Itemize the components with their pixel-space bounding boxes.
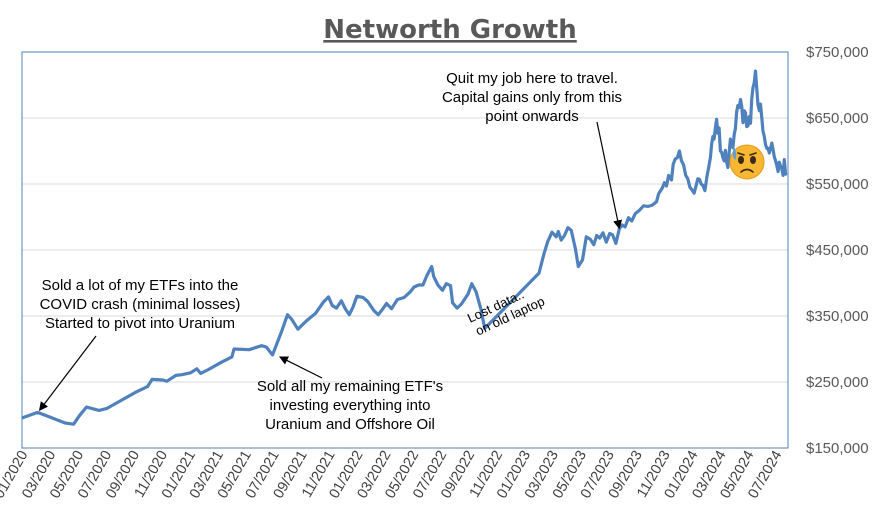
annotation: Sold all my remaining ETF's investing eve… [257, 356, 443, 433]
worried-face-emoji [729, 144, 765, 180]
y-tick-label: $650,000 [806, 110, 869, 127]
annotation: Quit my job here to travel. Capital gains… [442, 70, 623, 230]
annotation-arrow [38, 335, 97, 412]
annotation-lost-data: Lost data..on old laptop [465, 286, 547, 338]
series-layer [21, 69, 788, 426]
annotation-line: Quit my job here to travel. [446, 70, 618, 87]
chart-title: Networth Growth [323, 15, 577, 45]
annotations: Sold a lot of my ETFs into the COVID cras… [38, 70, 623, 433]
annotation-line: Started to pivot into Uranium [45, 315, 235, 332]
series-line [21, 69, 788, 426]
annotation-line: Uranium and Offshore Oil [265, 416, 435, 433]
y-tick-label: $550,000 [806, 176, 869, 193]
annotation: Sold a lot of my ETFs into the COVID cras… [38, 277, 241, 412]
y-axis-ticks: $750,000 $650,000 $550,000 $450,000 $350,000… [806, 44, 869, 457]
annotation-line: COVID crash (minimal losses) [40, 296, 241, 313]
y-tick-label: $250,000 [806, 374, 869, 391]
x-axis-ticks: 01/202003/202005/202007/202009/202011/20… [0, 448, 785, 501]
y-tick-label: $450,000 [806, 242, 869, 259]
annotation-line: point onwards [485, 108, 578, 125]
annotation-line: investing everything into [270, 397, 431, 414]
plot-area-border [21, 51, 789, 449]
y-tick-label: $750,000 [806, 44, 869, 61]
y-tick-label: $150,000 [806, 440, 869, 457]
annotation-line: Sold a lot of my ETFs into the [42, 277, 239, 294]
annotation-line: Capital gains only from this [442, 89, 622, 106]
annotation-arrow [279, 356, 323, 379]
annotation-arrow [596, 121, 623, 230]
annotation-line: Sold all my remaining ETF's [257, 378, 443, 395]
y-tick-label: $350,000 [806, 308, 869, 325]
